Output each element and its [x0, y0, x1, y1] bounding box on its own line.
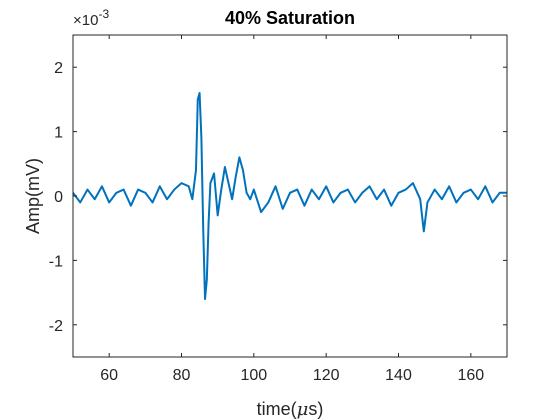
y-axis-label: Amp(mV) — [23, 158, 43, 234]
exponent-base: ×10 — [73, 12, 98, 29]
x-tick-label: 120 — [313, 367, 340, 384]
y-ticks: -2 -1 0 1 2 — [49, 60, 507, 335]
x-tick-label: 140 — [385, 367, 412, 384]
exponent-power: -3 — [98, 7, 109, 21]
x-axis-label-symbol: μ — [297, 399, 309, 420]
series-line-1 — [72, 91, 507, 301]
x-tick-label: 100 — [240, 367, 267, 384]
x-axis-label: time(μs) — [257, 399, 324, 420]
y-tick-label: 2 — [54, 60, 63, 77]
y-axis-exponent: ×10-3 — [73, 7, 109, 29]
y-tick-label: -1 — [49, 253, 63, 270]
x-tick-label: 80 — [173, 367, 191, 384]
x-tick-label: 160 — [457, 367, 484, 384]
x-ticks: 60 80 100 120 140 160 — [100, 35, 484, 384]
y-tick-label: 1 — [54, 125, 63, 142]
chart-title: 40% Saturation — [225, 8, 355, 28]
x-axis-label-prefix: time( — [257, 399, 297, 419]
series-layer — [72, 91, 507, 301]
x-axis-label-suffix: s) — [308, 399, 323, 419]
x-tick-label: 60 — [100, 367, 118, 384]
y-tick-label: -2 — [49, 318, 63, 335]
y-tick-label: 0 — [54, 189, 63, 206]
plot-area — [73, 35, 507, 357]
